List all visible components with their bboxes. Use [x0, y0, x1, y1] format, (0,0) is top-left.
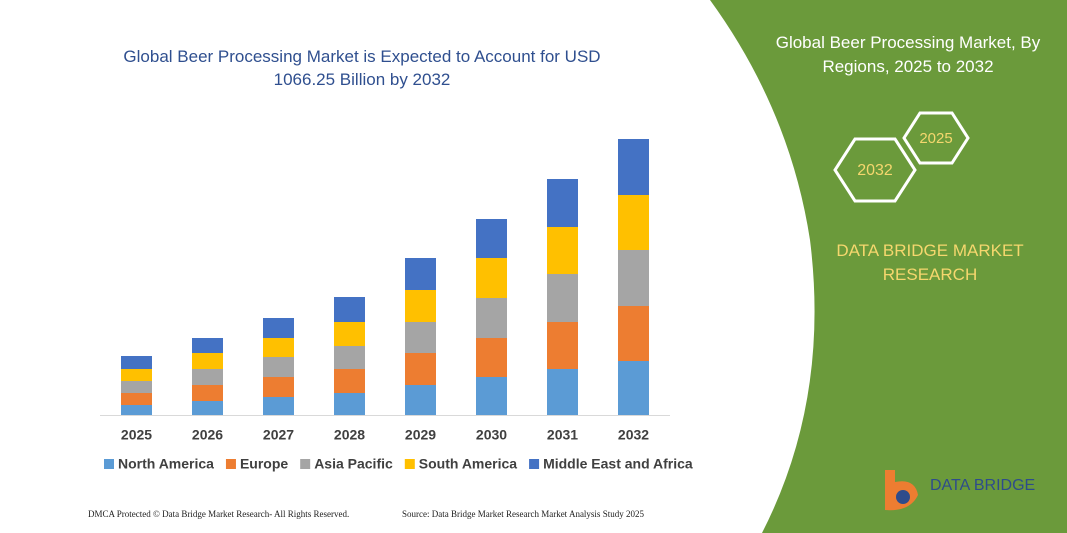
bar-segment — [618, 250, 649, 306]
bar-segment — [405, 290, 436, 322]
legend-label: Europe — [240, 456, 288, 472]
logo-icon — [885, 470, 918, 511]
bar-segment — [192, 353, 223, 369]
bar-segment — [121, 381, 152, 393]
bar-segment — [263, 318, 294, 338]
x-tick-label: 2031 — [547, 427, 578, 443]
bar-segment — [476, 258, 507, 298]
bar-segment — [334, 297, 365, 322]
bar-segment — [263, 397, 294, 415]
bar-segment — [476, 219, 507, 258]
bar-segment — [405, 385, 436, 415]
x-tick-label: 2028 — [334, 427, 365, 443]
x-tick-label: 2026 — [192, 427, 223, 443]
x-tick-label: 2025 — [121, 427, 152, 443]
bar-segment — [334, 393, 365, 415]
bar-segment — [334, 346, 365, 369]
bar-segment — [476, 377, 507, 415]
bar-segment — [192, 385, 223, 401]
bar-segment — [547, 227, 578, 274]
bar-segment — [618, 361, 649, 415]
legend-label: Middle East and Africa — [543, 456, 693, 472]
x-tick-label: 2027 — [263, 427, 294, 443]
legend-label: Asia Pacific — [314, 456, 393, 472]
bar-segment — [547, 369, 578, 415]
bar-segment — [547, 322, 578, 369]
hexagon — [833, 137, 917, 203]
bar-segment — [192, 369, 223, 385]
legend-swatch — [225, 459, 236, 469]
bar-segment — [405, 258, 436, 290]
hexagon-label: 2032 — [857, 162, 893, 179]
legend-swatch — [529, 459, 540, 469]
x-tick-label: 2029 — [405, 427, 436, 443]
bar-segment — [618, 306, 649, 361]
footer-left: DMCA Protected © Data Bridge Market Rese… — [88, 509, 349, 519]
bar-segment — [476, 338, 507, 377]
bar-segment — [618, 195, 649, 250]
legend-swatch — [404, 459, 415, 469]
panel-brand: DATA BRIDGE MARKET RESEARCH — [836, 241, 1023, 284]
bar-segment — [547, 274, 578, 322]
bar-segment — [405, 353, 436, 385]
logo-text: DATA BRIDGE — [930, 477, 1035, 494]
bar-segment — [476, 298, 507, 338]
bar-segment — [263, 338, 294, 357]
chart-title: Global Beer Processing Market is Expecte… — [123, 47, 600, 89]
logo-icon — [896, 490, 910, 504]
bar-segment — [334, 369, 365, 393]
bar-segment — [405, 322, 436, 353]
side-panel — [710, 0, 1067, 533]
bar-segment — [121, 405, 152, 415]
bar-segment — [121, 393, 152, 405]
bar-segment — [121, 356, 152, 369]
bar-segment — [263, 357, 294, 377]
panel-title: Global Beer Processing Market, By Regions… — [776, 33, 1041, 76]
bar-segment — [192, 401, 223, 415]
hexagon — [902, 111, 970, 165]
bar-segment — [547, 179, 578, 227]
x-tick-label: 2030 — [476, 427, 507, 443]
legend-swatch — [300, 459, 311, 469]
bar-segment — [192, 338, 223, 353]
bar-segment — [263, 377, 294, 397]
bar-segment — [121, 369, 152, 381]
footer-right: Source: Data Bridge Market Research Mark… — [402, 509, 644, 519]
bar-segment — [334, 322, 365, 346]
legend-label: South America — [419, 456, 517, 472]
hexagon-label: 2025 — [919, 130, 952, 147]
legend-swatch — [104, 459, 114, 469]
bar-segment — [618, 139, 649, 195]
legend-label: North America — [118, 456, 214, 472]
x-tick-label: 2032 — [618, 427, 649, 443]
